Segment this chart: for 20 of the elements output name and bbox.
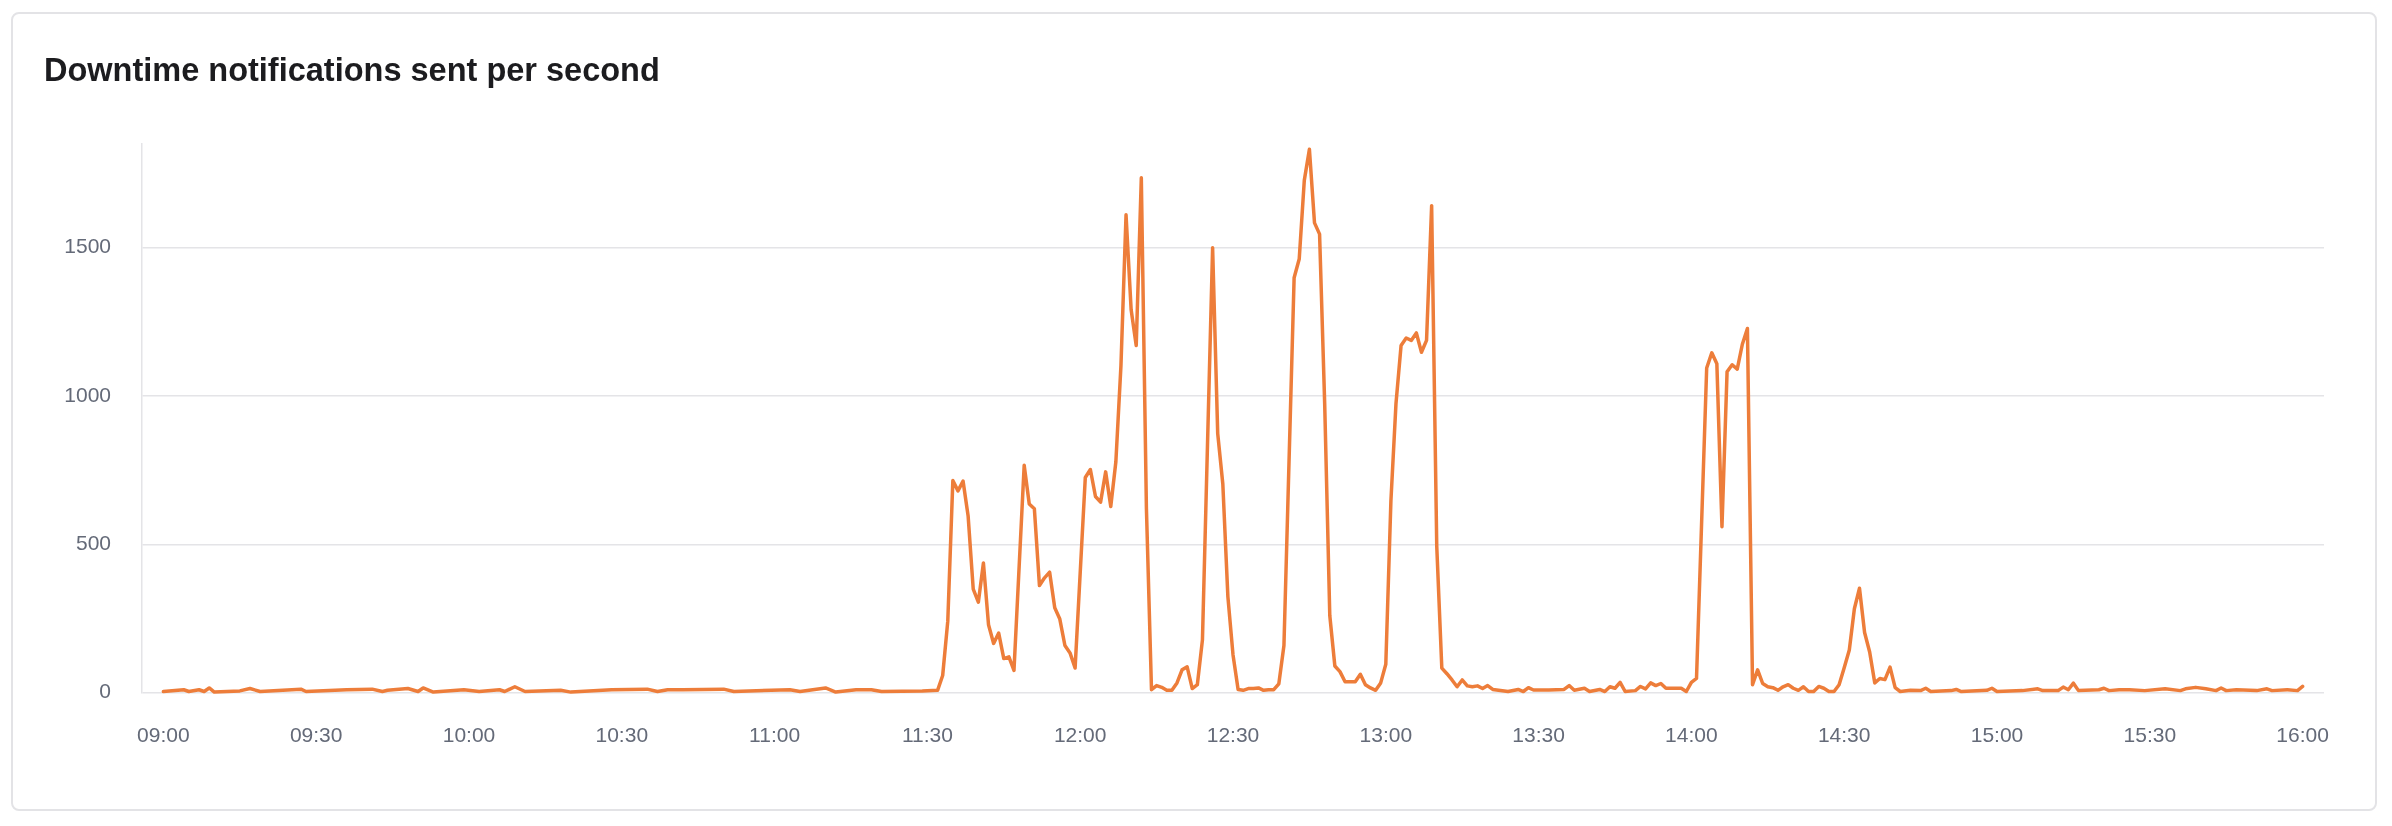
x-tick-label: 16:00: [2276, 723, 2329, 747]
y-tick-label: 1500: [64, 234, 111, 258]
x-tick-label: 11:30: [901, 723, 953, 747]
y-tick-label: 500: [75, 531, 111, 555]
x-tick-label: 14:30: [1817, 723, 1871, 747]
x-tick-label: 15:00: [1970, 723, 2024, 747]
x-tick-label: 10:30: [595, 723, 649, 747]
x-tick-label: 14:00: [1665, 723, 1718, 747]
x-tick-label: 10:00: [442, 723, 496, 747]
x-tick-label: 13:30: [1512, 723, 1565, 747]
x-tick-label: 13:00: [1359, 723, 1413, 747]
x-tick-label: 12:00: [1053, 723, 1107, 747]
chart-title: Downtime notifications sent per second: [44, 52, 660, 90]
y-tick-label: 0: [99, 679, 111, 703]
x-tick-label: 11:00: [749, 723, 801, 747]
x-tick-label: 15:30: [2123, 723, 2177, 747]
y-tick-label: 1000: [64, 382, 111, 406]
x-tick-label: 09:00: [137, 723, 190, 747]
x-tick-label: 12:30: [1206, 723, 1260, 747]
x-tick-label: 09:30: [289, 723, 343, 747]
